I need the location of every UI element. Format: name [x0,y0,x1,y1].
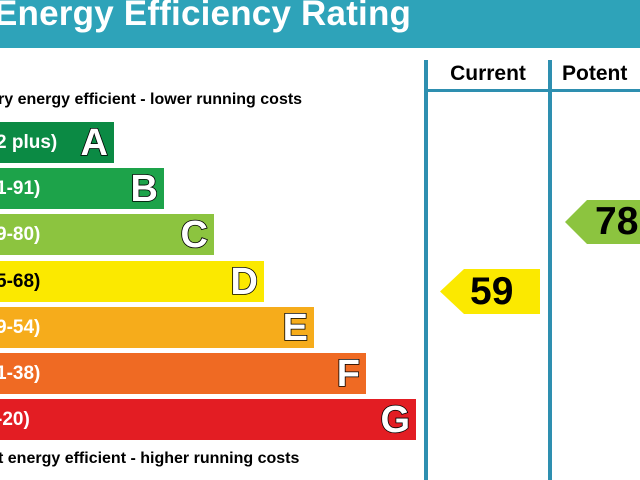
bottom-caption: t energy efficient - higher running cost… [0,450,300,467]
band-f: 1-38) F [0,352,366,396]
top-caption: ry energy efficient - lower running cost… [0,91,303,108]
current-column-header: Current [450,62,526,85]
potential-rating-arrow: 78 [565,200,640,244]
band-g-range: -20) [0,409,30,430]
current-arrow-shape [440,269,540,314]
current-arrow-polygon [440,269,540,314]
band-a-letter: A [80,121,109,165]
band-b-letter: B [130,167,159,211]
band-a-range: 2 plus) [0,132,58,153]
header-bar: Energy Efficiency Rating [0,0,640,48]
potential-arrow-polygon [565,200,640,244]
potential-column-header: Potent [562,62,628,85]
band-d-range: 5-68) [0,271,41,292]
band-d-letter: D [230,260,259,304]
band-c-letter: C [180,213,209,257]
band-e-range: 9-54) [0,317,41,338]
band-f-letter: F [336,352,361,396]
column-header-rule [424,89,640,92]
band-d: 5-68) D [0,260,264,304]
current-rating-arrow: 59 [440,269,540,314]
potential-rating-value: 78 [595,200,639,243]
band-c-range: 9-80) [0,224,41,245]
band-g: -20) G [0,398,416,442]
page-title: Energy Efficiency Rating [0,0,412,33]
potential-arrow-shape [565,200,640,244]
column-divider-middle [548,60,552,480]
band-g-letter: G [380,398,411,442]
band-c: 9-80) C [0,213,214,257]
band-b-range: 1-91) [0,178,41,199]
band-b: 1-91) B [0,167,164,211]
current-rating-value: 59 [470,269,514,313]
band-e-letter: E [282,306,309,350]
band-a: 2 plus) A [0,121,114,165]
column-divider-left [424,60,428,480]
band-e: 9-54) E [0,306,314,350]
band-f-range: 1-38) [0,363,41,384]
